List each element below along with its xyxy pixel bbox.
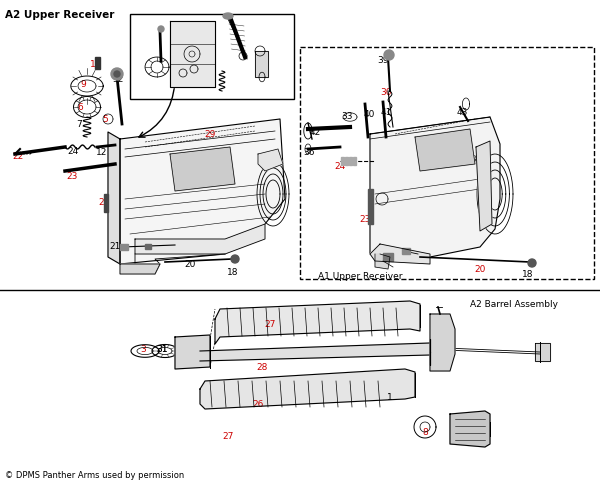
Text: 19: 19 bbox=[407, 255, 419, 264]
Polygon shape bbox=[170, 22, 215, 88]
Text: 14: 14 bbox=[449, 434, 461, 443]
Text: 21: 21 bbox=[109, 241, 121, 251]
Bar bbox=[104, 194, 108, 213]
Circle shape bbox=[384, 51, 394, 61]
Polygon shape bbox=[200, 343, 430, 361]
Text: 15: 15 bbox=[151, 72, 163, 81]
Text: 30: 30 bbox=[219, 75, 231, 84]
Text: 22: 22 bbox=[13, 152, 23, 161]
Polygon shape bbox=[135, 225, 265, 254]
Text: 4: 4 bbox=[265, 68, 271, 77]
Text: 21: 21 bbox=[377, 254, 389, 264]
Polygon shape bbox=[170, 148, 235, 192]
Text: 1: 1 bbox=[387, 392, 393, 401]
Polygon shape bbox=[255, 52, 268, 78]
Text: 38: 38 bbox=[470, 155, 482, 164]
Polygon shape bbox=[120, 264, 160, 275]
Text: 27: 27 bbox=[265, 319, 275, 328]
Text: © DPMS Panther Arms used by permission: © DPMS Panther Arms used by permission bbox=[5, 470, 184, 479]
Text: 20: 20 bbox=[475, 264, 485, 274]
Polygon shape bbox=[370, 244, 430, 264]
Circle shape bbox=[158, 27, 164, 33]
Text: 27: 27 bbox=[223, 431, 233, 440]
Polygon shape bbox=[353, 157, 356, 166]
Bar bbox=[383, 253, 393, 262]
Text: A2 Upper Receiver: A2 Upper Receiver bbox=[5, 10, 115, 20]
Polygon shape bbox=[175, 336, 210, 369]
Text: 9: 9 bbox=[80, 80, 86, 89]
Text: 5: 5 bbox=[259, 55, 265, 64]
Text: 5: 5 bbox=[183, 65, 189, 74]
Circle shape bbox=[231, 255, 239, 264]
Text: 23: 23 bbox=[98, 198, 110, 206]
Text: 31: 31 bbox=[156, 344, 168, 353]
Polygon shape bbox=[108, 133, 120, 264]
Circle shape bbox=[111, 69, 123, 81]
Polygon shape bbox=[200, 369, 415, 409]
Bar bbox=[300, 48, 594, 279]
Text: 39: 39 bbox=[377, 56, 389, 65]
Text: 12: 12 bbox=[217, 58, 229, 67]
Text: 24: 24 bbox=[334, 162, 346, 171]
Polygon shape bbox=[345, 157, 348, 166]
Bar bbox=[95, 58, 100, 70]
Polygon shape bbox=[415, 130, 475, 172]
Text: 6: 6 bbox=[77, 103, 83, 112]
Text: 16: 16 bbox=[225, 18, 237, 27]
Text: 7: 7 bbox=[76, 120, 82, 129]
Text: A1 Upper Receiver: A1 Upper Receiver bbox=[318, 271, 403, 280]
Text: 12: 12 bbox=[97, 148, 107, 156]
Polygon shape bbox=[375, 254, 390, 269]
Text: 11: 11 bbox=[190, 38, 202, 47]
Polygon shape bbox=[370, 118, 500, 262]
Bar bbox=[130, 15, 294, 100]
Text: 20: 20 bbox=[184, 260, 196, 268]
Text: 26: 26 bbox=[253, 399, 263, 408]
Text: 3: 3 bbox=[140, 344, 146, 353]
Polygon shape bbox=[349, 157, 352, 166]
Text: 28: 28 bbox=[256, 362, 268, 371]
Text: 41: 41 bbox=[380, 108, 392, 117]
Bar bbox=[368, 190, 373, 225]
Text: 18: 18 bbox=[522, 269, 534, 278]
Text: 13: 13 bbox=[151, 38, 163, 47]
Text: 23: 23 bbox=[359, 215, 371, 224]
Text: 33: 33 bbox=[341, 112, 353, 121]
Text: 5: 5 bbox=[102, 115, 108, 124]
Text: 32: 32 bbox=[112, 75, 124, 84]
Bar bbox=[145, 244, 151, 250]
Text: 43: 43 bbox=[457, 108, 467, 117]
Text: 36: 36 bbox=[303, 148, 315, 156]
Ellipse shape bbox=[223, 14, 233, 20]
Text: 12: 12 bbox=[167, 72, 179, 81]
Text: 31: 31 bbox=[156, 344, 168, 353]
Circle shape bbox=[114, 72, 120, 78]
Polygon shape bbox=[341, 157, 344, 166]
Text: 17: 17 bbox=[179, 342, 191, 351]
Polygon shape bbox=[215, 301, 420, 344]
Text: 18: 18 bbox=[227, 267, 239, 276]
Bar bbox=[120, 244, 128, 251]
Polygon shape bbox=[120, 120, 285, 264]
Text: 25: 25 bbox=[340, 349, 352, 358]
Text: A2 Barrel Assembly: A2 Barrel Assembly bbox=[470, 300, 558, 308]
Text: 42: 42 bbox=[310, 128, 320, 137]
Circle shape bbox=[528, 260, 536, 267]
Polygon shape bbox=[258, 150, 283, 172]
Bar bbox=[402, 249, 410, 254]
Polygon shape bbox=[476, 142, 492, 231]
Polygon shape bbox=[430, 314, 455, 371]
Polygon shape bbox=[535, 343, 550, 361]
Text: 8: 8 bbox=[422, 427, 428, 436]
Text: 40: 40 bbox=[364, 110, 374, 119]
Text: 19: 19 bbox=[139, 241, 151, 251]
Text: 23: 23 bbox=[67, 172, 77, 180]
Polygon shape bbox=[450, 411, 490, 447]
Text: 30: 30 bbox=[380, 88, 392, 97]
Text: 24: 24 bbox=[67, 147, 79, 156]
Text: 10: 10 bbox=[90, 60, 102, 69]
Text: 29: 29 bbox=[205, 130, 215, 139]
